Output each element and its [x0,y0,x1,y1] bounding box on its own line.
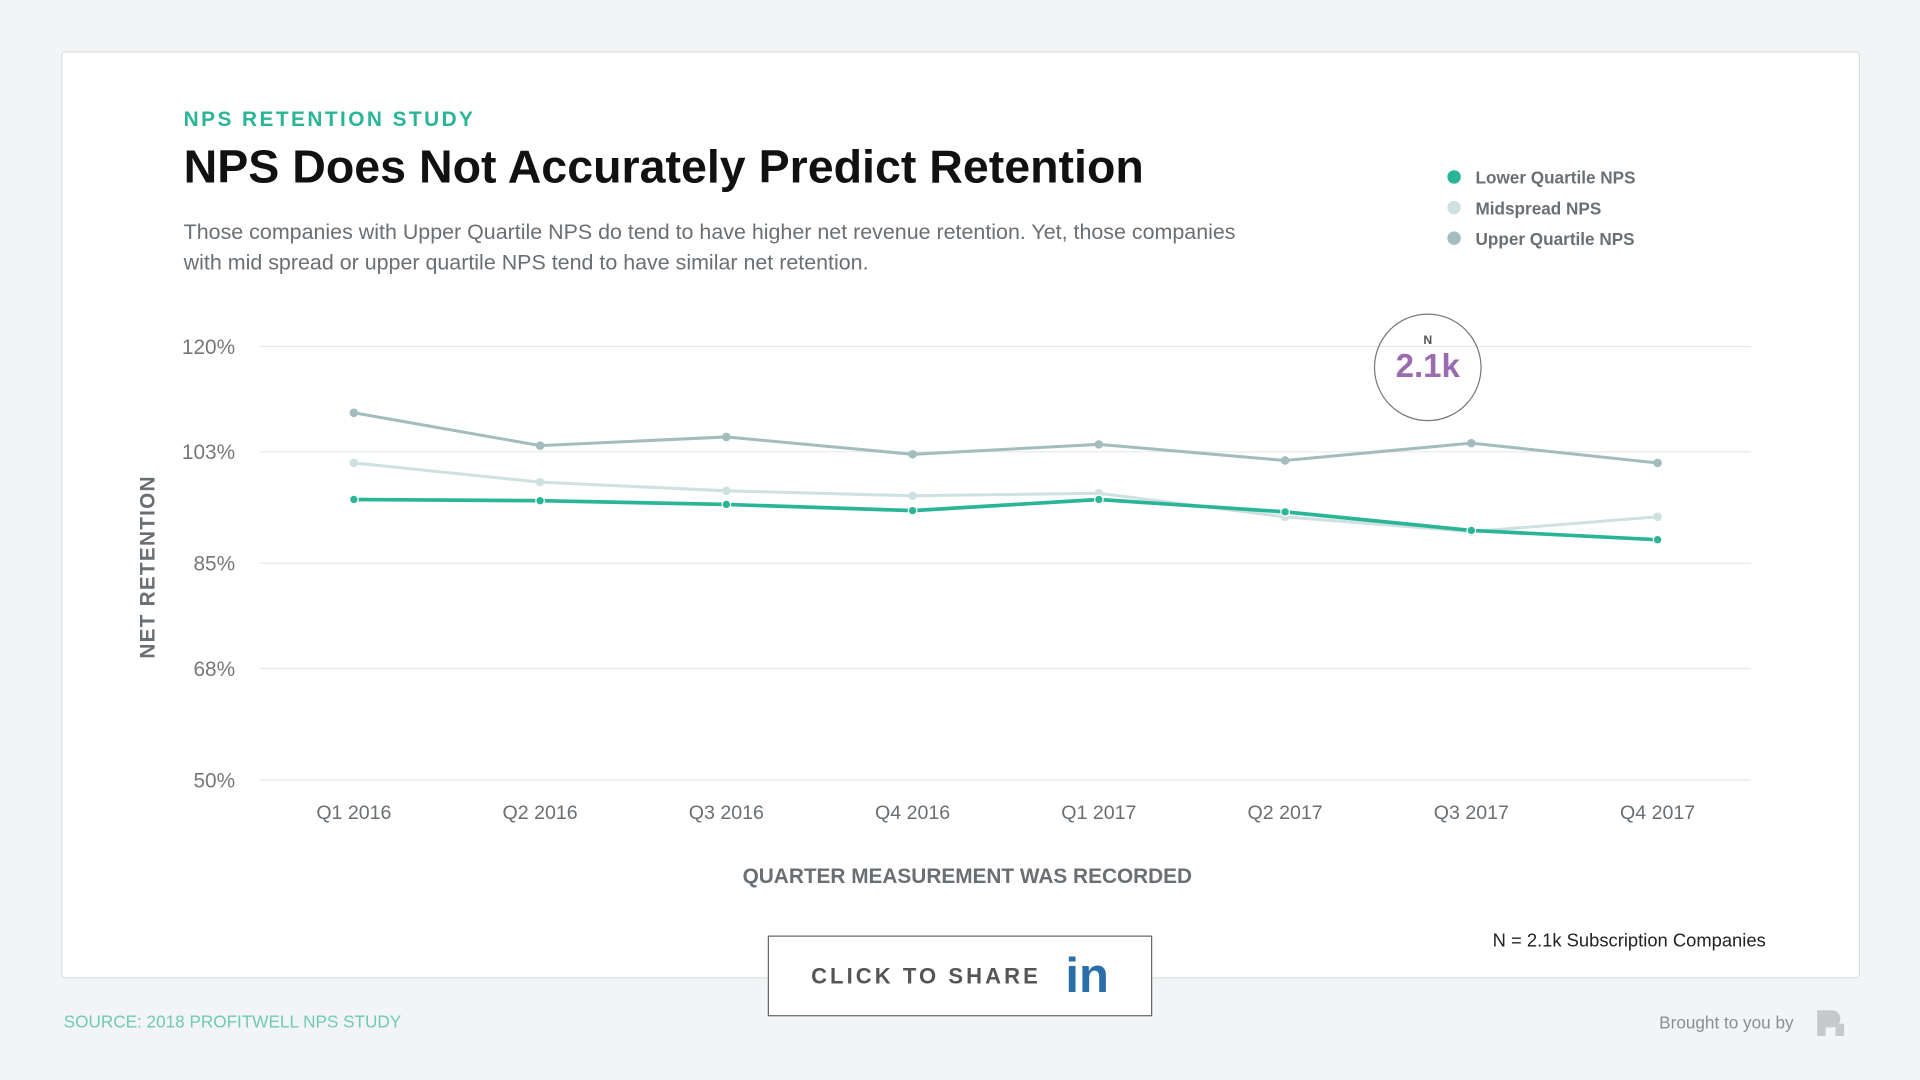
data-point [535,441,545,450]
chart-card [61,51,1861,979]
legend-dot-icon [1447,231,1461,245]
data-point [908,491,917,501]
y-tick-label: 85% [193,553,235,576]
legend-label: Midspread NPS [1475,197,1602,218]
x-tick-label: Q1 2016 [316,802,391,824]
series-line [353,497,1658,542]
legend-label: Lower Quartile NPS [1475,167,1636,187]
badge-value: 2.1k [1395,347,1460,385]
data-point [349,408,359,418]
legend-dot-icon [1447,170,1461,184]
sample-size-badge: N 2.1k [1373,313,1482,422]
series-line [353,461,1658,534]
data-point [908,449,917,459]
y-tick-label: 50% [193,769,235,792]
y-tick-label: 120% [182,336,235,359]
y-tick-label: 103% [182,441,235,464]
eyebrow: NPS RETENTION STUDY [183,107,476,132]
data-point [1467,438,1476,448]
x-tick-label: Q2 2016 [503,802,578,824]
data-point [1652,534,1663,545]
x-tick-label: Q3 2017 [1434,802,1509,824]
data-point [1466,525,1477,536]
data-point [1280,506,1291,517]
brought-by: Brought to you by [1659,1012,1794,1033]
profitwell-logo-icon [1817,1010,1845,1036]
sample-note: N = 2.1k Subscription Companies [1492,930,1766,952]
x-tick-label: Q3 2016 [689,802,764,824]
legend-label: Upper Quartile NPS [1475,228,1635,248]
x-axis-label: QUARTER MEASUREMENT WAS RECORDED [743,865,1192,888]
data-point [535,495,546,506]
share-label: CLICK TO SHARE [811,963,1041,988]
x-tick-label: Q4 2017 [1620,802,1695,824]
data-point [348,494,359,505]
legend-item: Lower Quartile NPS [1447,162,1636,193]
data-point [722,432,731,442]
legend-dot-icon [1447,200,1461,215]
data-point [721,499,732,510]
source: SOURCE: 2018 PROFITWELL NPS STUDY [63,1011,402,1032]
legend: Lower Quartile NPS Midspread NPS Upper Q… [1447,162,1636,254]
linkedin-icon: in [1065,948,1109,1003]
data-point [722,486,731,496]
y-tick-label: 68% [193,658,235,681]
chart-title: NPS Does Not Accurately Predict Retentio… [183,142,1144,194]
badge-label: N [1423,334,1433,348]
x-tick-label: Q2 2017 [1248,802,1323,824]
series-line [353,411,1658,465]
data-point [349,458,359,468]
data-point [1653,512,1662,522]
share-button[interactable]: CLICK TO SHARE in [767,935,1153,1017]
data-point [1653,458,1662,468]
legend-item: Midspread NPS [1447,192,1635,223]
chart-subtitle: Those companies with Upper Quartile NPS … [183,219,1236,275]
data-point [907,505,918,516]
data-point [1280,456,1290,465]
legend-item: Upper Quartile NPS [1447,223,1635,254]
data-point [535,477,545,487]
x-tick-label: Q4 2016 [875,802,950,824]
data-point [1093,494,1104,505]
x-tick-label: Q1 2017 [1061,802,1136,824]
y-axis-label: NET RETENTION [136,475,159,658]
data-point [1094,440,1104,449]
